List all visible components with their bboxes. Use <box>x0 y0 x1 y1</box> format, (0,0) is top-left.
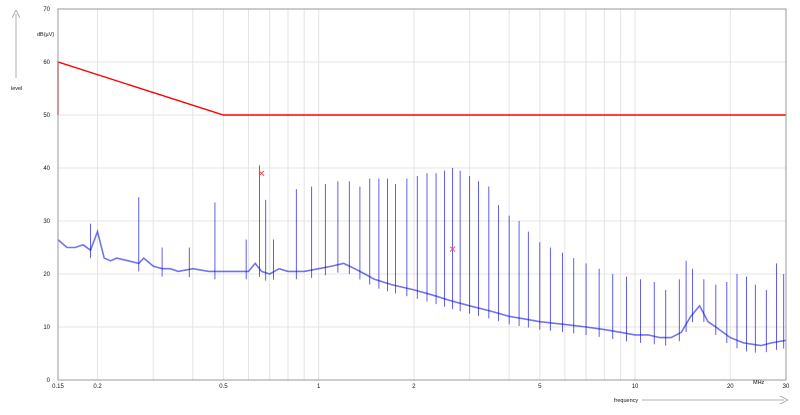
x-tick-label: 2 <box>412 384 416 390</box>
y-tick-label: 30 <box>43 219 50 225</box>
axes: 0 10 20 30 40 50 60 70 0.15 0.2 0.5 1 2 5 10 20 30 <box>43 7 790 390</box>
x-tick-label: 30 <box>783 384 790 390</box>
x-tick-label: 0.5 <box>219 384 228 390</box>
limit-line <box>57 61 786 116</box>
x-tick-label: 0.15 <box>52 384 64 390</box>
y-axis-unit: dB(µV) <box>37 32 54 38</box>
series-layer <box>57 61 787 353</box>
plot-frame <box>57 8 787 381</box>
grid <box>57 8 787 381</box>
x-tick-label: 10 <box>632 384 639 390</box>
x-tick-label: 20 <box>727 384 734 390</box>
peak-marker <box>449 246 456 252</box>
y-tick-label: 70 <box>43 7 50 13</box>
x-tick-label: 1 <box>317 384 321 390</box>
y-axis-label: level <box>11 86 22 92</box>
y-tick-label: 20 <box>43 272 50 278</box>
y-tick-label: 60 <box>43 60 50 66</box>
y-tick-label: 0 <box>47 378 51 384</box>
y-tick-label: 40 <box>43 166 50 172</box>
measurement-trace <box>57 228 787 347</box>
x-tick-label: 0.2 <box>93 384 102 390</box>
x-axis-label: frequency <box>614 398 638 404</box>
y-tick-label: 50 <box>43 113 50 119</box>
y-tick-label: 10 <box>43 325 50 331</box>
x-axis-unit: MHz <box>753 380 765 386</box>
x-tick-label: 5 <box>538 384 542 390</box>
peak-marker <box>258 170 265 177</box>
